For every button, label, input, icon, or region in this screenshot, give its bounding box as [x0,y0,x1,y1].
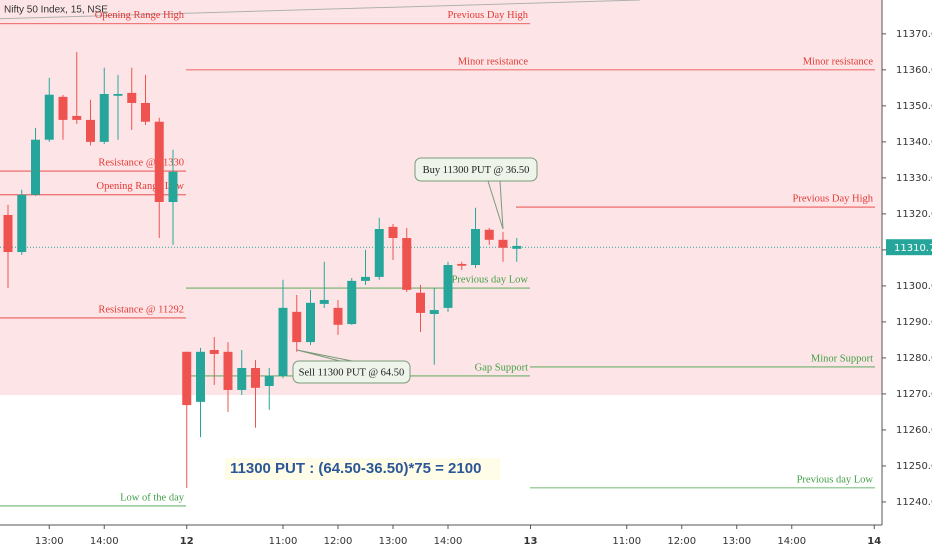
candle-body [374,229,384,277]
candle-body [141,102,150,122]
x-tick-label: 14:00 [90,536,119,547]
y-tick-label: 11370.00 [896,29,932,40]
x-tick-label: 12 [180,536,194,547]
candle-body [457,263,467,266]
candle-body [333,307,343,325]
candle-body [512,245,522,249]
candle-body [31,139,40,195]
level-label: Resistance @ 11292 [98,304,184,315]
candle-body [127,92,137,103]
time-axis-bg [0,525,882,550]
y-tick-label: 11330.00 [896,173,932,184]
level-label: Resistance @ 11330 [98,157,184,168]
candle-body [278,307,288,376]
last-price-box [886,239,932,256]
candle-body [402,238,412,290]
candle-body [58,96,68,120]
y-tick-label: 11240.00 [896,497,932,508]
candle-body [196,351,205,402]
x-tick-label: 11:00 [269,536,298,547]
callout-text: Buy 11300 PUT @ 36.50 [423,165,530,176]
candle-body [292,311,302,343]
level-label: Opening Range Low [97,181,185,192]
y-tick-label: 11320.00 [896,209,932,220]
candle-body [209,350,219,354]
x-tick-label: 13:00 [379,536,408,547]
level-label: Minor Support [811,353,873,364]
candle-body [361,276,370,281]
candle-body [99,93,109,142]
y-tick-label: 11280.00 [896,353,932,364]
x-tick-label: 11:00 [612,536,641,547]
x-tick-label: 14:00 [434,536,463,547]
y-tick-label: 11350.00 [896,101,932,112]
callout-box [292,360,411,384]
y-tick-label: 11250.00 [896,461,932,472]
x-tick-label: 14 [867,536,881,547]
candle-body [17,194,27,253]
level-label: Previous day Low [797,474,874,485]
candle-body [319,299,329,304]
candle-body [347,280,357,325]
x-tick-label: 13:00 [722,536,751,547]
candle-body [154,121,164,203]
y-tick-label: 11290.00 [896,317,932,328]
candle-body [484,229,494,240]
note-bg [225,458,500,480]
price-axis-bg [882,0,932,550]
zone [0,0,885,396]
y-tick-label: 11260.00 [896,425,932,436]
x-tick-label: 13:00 [35,536,64,547]
x-tick-label: 14:00 [777,536,806,547]
candle-body [306,302,315,343]
level-label: Low of the day [120,492,185,503]
candle-body [388,226,398,239]
level-label: Minor resistance [803,56,874,67]
level-label: Gap Support [475,362,528,373]
y-tick-label: 11360.00 [896,65,932,76]
callout-box [414,157,538,182]
candle-body [182,351,192,406]
candle-body [498,239,508,248]
candle-body [471,229,480,266]
candle-body [264,375,274,387]
y-tick-label: 11340.00 [896,137,932,148]
level-label: Previous day Low [452,274,529,285]
candle-body [113,93,123,96]
level-label: Previous Day High [793,193,874,204]
level-label: Previous Day High [448,10,529,21]
candle-body [168,171,178,203]
x-tick-label: 12:00 [324,536,353,547]
candle-body [44,94,54,140]
chart-title: Nifty 50 Index, 15, NSE [4,5,108,16]
candle-body [223,351,233,390]
level-label: Opening Range High [95,10,185,21]
x-tick-label: 12:00 [667,536,696,547]
candle-body [251,368,260,388]
level-label: Minor resistance [458,56,529,67]
candle-body [416,292,425,313]
candle-body [237,368,247,390]
candle-body [443,265,453,308]
note: 11300 PUT : (64.50-36.50)*75 = 2100 [230,460,481,477]
y-tick-label: 11270.00 [896,389,932,400]
callout-text: Sell 11300 PUT @ 64.50 [299,367,405,378]
x-tick-label: 13 [524,536,538,547]
last-price-label: 11310.75 [894,243,932,254]
candle-body [86,119,95,142]
trend-line [0,0,641,20]
y-tick-label: 11300.00 [896,281,932,292]
callout-tail [487,180,504,230]
candle-body [429,310,439,314]
callout-tail [296,349,353,362]
candle-body [72,115,82,120]
candle-body [3,214,13,253]
